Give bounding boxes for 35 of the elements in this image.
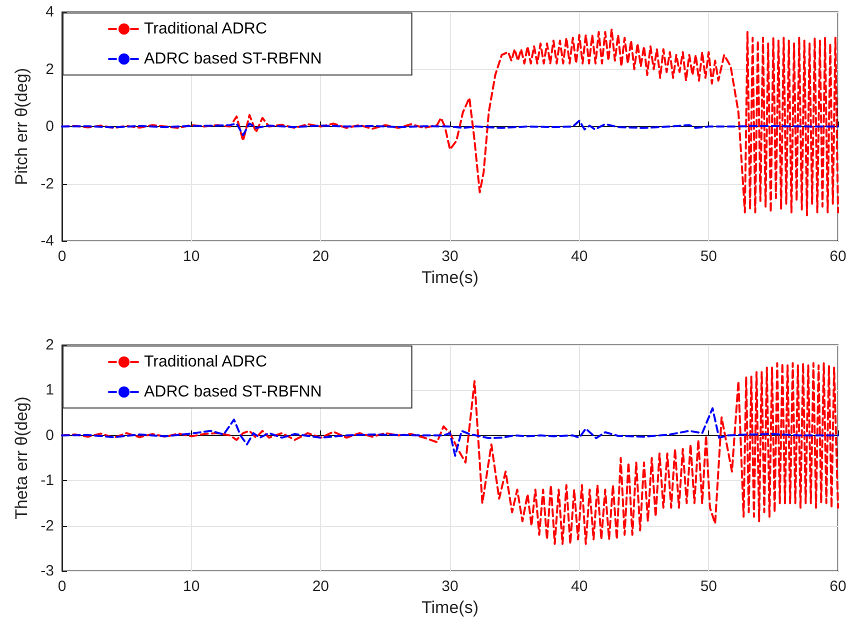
x-tick-label: 0 <box>58 248 66 265</box>
x-tick-label: 60 <box>830 578 846 595</box>
x-axis-title: Time(s) <box>422 598 478 617</box>
y-tick-label: -1 <box>40 472 54 490</box>
y-axis-title: Theta err θ(deg) <box>12 396 31 520</box>
x-tick-label: 10 <box>182 248 200 265</box>
x-tick-label: 50 <box>700 248 718 265</box>
x-tick-label: 20 <box>312 578 330 595</box>
y-tick-label: 0 <box>46 426 54 444</box>
x-tick-label: 50 <box>700 578 718 595</box>
y-axis-title: Pitch err θ(deg) <box>12 68 31 186</box>
legend-label: ADRC based ST-RBFNN <box>144 384 322 400</box>
y-tick-label: 2 <box>46 60 54 78</box>
x-tick-label: 60 <box>830 248 846 265</box>
x-tick-label: 30 <box>442 248 458 265</box>
x-tick-label: 10 <box>182 578 200 595</box>
legend-label: ADRC based ST-RBFNN <box>144 50 322 68</box>
y-tick-label: 2 <box>46 336 54 354</box>
y-tick-label: 1 <box>46 382 54 399</box>
x-axis-title: Time(s) <box>422 268 478 287</box>
x-tick-label: 40 <box>570 248 588 265</box>
legend-label: Traditional ADRC <box>144 354 268 370</box>
x-tick-label: 20 <box>312 248 330 265</box>
x-tick-label: 30 <box>442 578 458 595</box>
y-tick-label: -4 <box>40 232 54 250</box>
y-tick-label: -2 <box>40 517 54 534</box>
x-tick-label: 0 <box>58 578 66 595</box>
y-tick-label: 0 <box>46 118 54 135</box>
y-tick-label: -3 <box>40 562 54 580</box>
line-series <box>61 407 839 457</box>
line-series <box>61 120 839 136</box>
y-tick-label: 4 <box>46 4 54 20</box>
y-tick-label: -2 <box>40 175 54 192</box>
legend-label: Traditional ADRC <box>144 20 268 38</box>
x-tick-label: 40 <box>570 578 588 595</box>
